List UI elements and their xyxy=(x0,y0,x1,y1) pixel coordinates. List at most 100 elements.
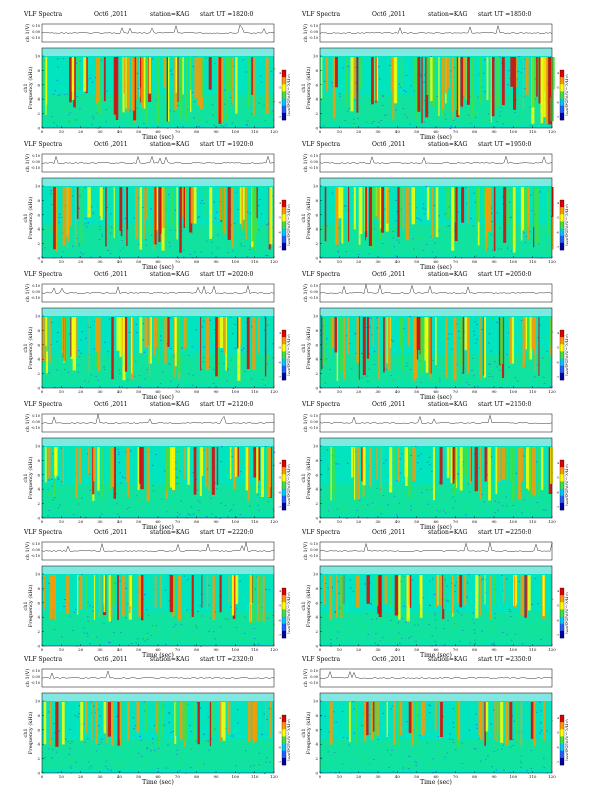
speckle xyxy=(343,235,346,237)
time-tick-label: 70 xyxy=(453,519,459,524)
speckle xyxy=(390,339,393,341)
speckle xyxy=(227,368,229,370)
speckle xyxy=(168,600,171,602)
speckle xyxy=(64,599,66,600)
vlf-burst xyxy=(131,57,135,111)
time-tick-label: 10 xyxy=(337,647,343,652)
speckle xyxy=(351,367,353,369)
speckle xyxy=(426,489,428,491)
vlf-burst xyxy=(328,317,332,357)
vlf-burst xyxy=(164,317,167,364)
speckle xyxy=(247,744,249,745)
speckle xyxy=(354,333,356,335)
speckle xyxy=(163,710,165,712)
speckle xyxy=(431,471,433,473)
speckle xyxy=(408,768,410,769)
speckle xyxy=(509,188,511,190)
speckle xyxy=(87,326,90,328)
vlf-burst xyxy=(148,57,152,94)
speckle xyxy=(350,587,352,589)
speckle xyxy=(257,730,259,731)
vlf-burst xyxy=(407,447,411,497)
speckle xyxy=(483,119,485,121)
speckle xyxy=(502,761,504,763)
speckle xyxy=(469,122,472,124)
speckle xyxy=(161,498,163,500)
speckle xyxy=(507,84,509,86)
speckle xyxy=(262,768,265,770)
speckle xyxy=(71,639,74,641)
time-tick-label: 70 xyxy=(175,129,181,134)
speckle xyxy=(112,248,115,250)
speckle xyxy=(444,579,446,581)
speckle xyxy=(241,618,244,620)
speckle xyxy=(325,468,328,470)
speckle xyxy=(182,359,185,361)
speckle xyxy=(336,508,339,510)
speckle xyxy=(425,740,427,742)
speckle xyxy=(491,643,493,645)
speckle xyxy=(478,738,481,740)
speckle xyxy=(211,513,213,515)
speckle xyxy=(506,190,509,191)
speckle xyxy=(220,125,223,127)
speckle xyxy=(82,253,84,255)
speckle xyxy=(550,254,552,256)
time-tick-label: 50 xyxy=(136,129,142,134)
speckle xyxy=(190,506,192,508)
speckle xyxy=(461,742,464,744)
colorbar-tick-label: 4 xyxy=(279,201,281,205)
speckle xyxy=(379,640,381,642)
speckle xyxy=(480,760,482,762)
speckle xyxy=(529,645,531,647)
speckle xyxy=(476,727,478,729)
vlf-burst xyxy=(69,187,72,227)
colorbar-segment xyxy=(560,460,564,468)
speckle xyxy=(327,468,329,470)
speckle xyxy=(501,387,503,388)
vlf-burst xyxy=(384,575,387,605)
vlf-burst xyxy=(423,702,426,735)
speckle xyxy=(200,251,202,253)
vlf-burst xyxy=(467,187,469,225)
vlf-burst xyxy=(356,447,360,499)
speckle xyxy=(517,70,520,72)
speckle xyxy=(461,372,463,374)
speckle xyxy=(166,504,168,506)
top-band xyxy=(42,693,274,701)
speckle xyxy=(121,240,123,242)
time-tick-label: 10 xyxy=(59,519,65,524)
speckle xyxy=(499,90,502,92)
speckle xyxy=(58,492,61,494)
speckle xyxy=(335,372,337,374)
speckle xyxy=(436,510,438,511)
speckle xyxy=(106,351,109,353)
freq-tick-label: 0 xyxy=(315,386,318,391)
speckle xyxy=(95,482,98,484)
freq-tick-label: 10 xyxy=(313,572,319,577)
vlf-burst xyxy=(463,57,466,97)
vlf-burst xyxy=(117,702,121,746)
speckle xyxy=(455,756,457,758)
colorbar-segment xyxy=(560,616,564,625)
speckle xyxy=(78,243,81,245)
vlf-burst xyxy=(265,702,267,731)
vlf-burst xyxy=(458,57,460,116)
speckle xyxy=(334,772,337,774)
speckle xyxy=(323,80,326,82)
speckle xyxy=(326,338,328,340)
speckle xyxy=(220,738,223,740)
speckle xyxy=(538,243,540,244)
ch1-trace xyxy=(319,414,553,424)
speckle xyxy=(105,760,107,762)
speckle xyxy=(196,489,198,491)
speckle xyxy=(373,115,376,117)
speckle xyxy=(192,230,194,232)
vlf-burst xyxy=(247,447,250,501)
speckle xyxy=(444,213,447,215)
speckle xyxy=(501,748,503,750)
speckle xyxy=(329,368,331,370)
speckle xyxy=(396,239,399,241)
speckle xyxy=(87,616,89,618)
vlf-burst xyxy=(99,187,102,216)
